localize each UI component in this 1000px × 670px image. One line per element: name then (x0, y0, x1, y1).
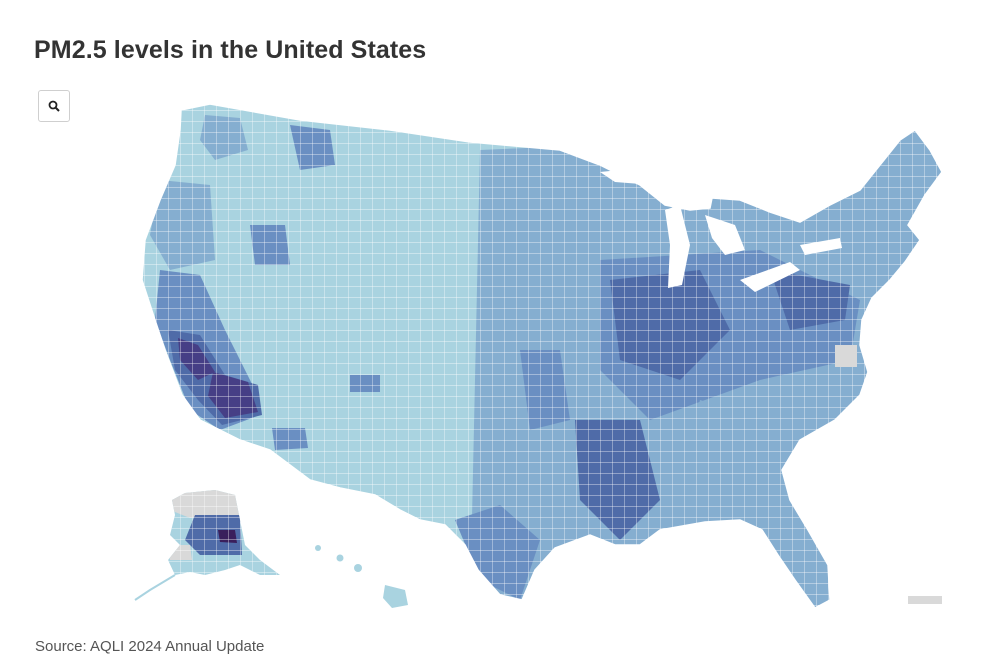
hawaii-island-2 (336, 554, 344, 562)
aleutian-islands (134, 574, 176, 601)
puerto-rico[interactable] (908, 596, 942, 604)
source-note: Source: AQLI 2024 Annual Update (35, 638, 265, 655)
alaska-borders (168, 490, 280, 575)
hawaii[interactable] (315, 545, 408, 608)
no-data-patch (835, 345, 857, 367)
search-icon (48, 100, 60, 112)
lake-superior (600, 168, 668, 184)
lake-michigan (665, 205, 690, 288)
hawaii-island-3 (354, 564, 362, 572)
alaska[interactable] (160, 485, 290, 585)
chart-title: PM2.5 levels in the United States (34, 36, 427, 64)
lake-ontario (800, 238, 842, 255)
hawaii-island-1 (315, 545, 321, 551)
lake-huron (705, 215, 745, 255)
search-button[interactable] (38, 90, 70, 122)
lake-erie (740, 262, 800, 292)
hawaii-big-island (383, 585, 408, 608)
